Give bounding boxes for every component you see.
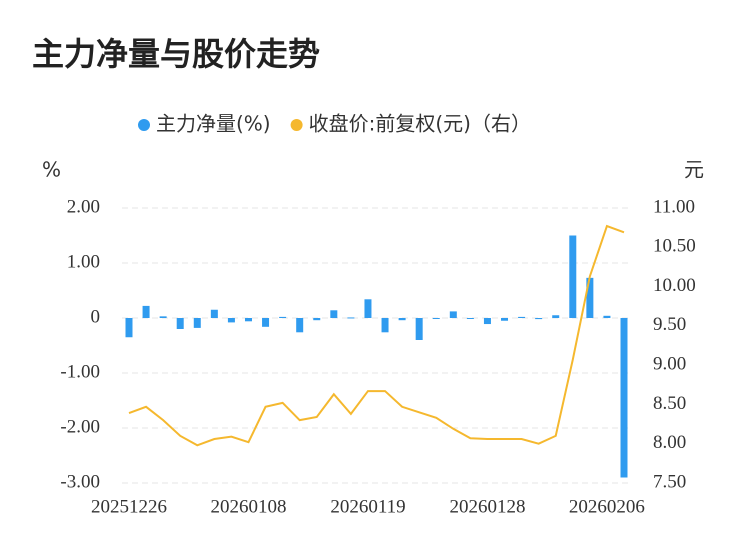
y2-axis-label: 元 xyxy=(684,158,704,182)
legend-label: 收盘价:前复权(元)（右） xyxy=(309,112,531,136)
y2-tick-label: 11.00 xyxy=(653,196,695,217)
y2-tick-label: 7.50 xyxy=(653,471,686,492)
x-tick-label: 20260108 xyxy=(210,496,286,517)
legend-marker xyxy=(138,119,150,131)
y-tick-label: -1.00 xyxy=(60,361,100,382)
bar xyxy=(244,318,252,322)
bar xyxy=(279,316,287,318)
bar xyxy=(347,317,355,319)
bar xyxy=(176,318,184,329)
y-tick-label: -2.00 xyxy=(60,416,100,437)
bar xyxy=(620,318,628,478)
y2-tick-label: 10.00 xyxy=(653,275,696,296)
x-tick-label: 20251226 xyxy=(91,496,167,517)
y-axis-label: % xyxy=(42,158,61,182)
bar xyxy=(210,309,218,318)
x-tick-label: 20260206 xyxy=(569,496,645,517)
bar xyxy=(518,316,526,318)
bar xyxy=(313,318,321,321)
legend-label: 主力净量(%) xyxy=(156,112,271,136)
bar xyxy=(466,318,474,319)
bar xyxy=(483,318,491,325)
bar xyxy=(296,318,304,333)
bar xyxy=(603,315,611,318)
legend-marker xyxy=(290,119,303,131)
bar xyxy=(159,316,167,318)
y-tick-label: 1.00 xyxy=(67,251,100,272)
y-tick-label: 0 xyxy=(91,306,101,327)
bar xyxy=(330,310,338,318)
bar xyxy=(364,299,372,318)
y2-tick-label: 8.00 xyxy=(653,432,686,453)
chart-title: 主力净量与股价走势 xyxy=(32,35,320,73)
bar xyxy=(569,235,577,318)
y2-tick-label: 10.50 xyxy=(653,236,696,257)
bar xyxy=(193,318,201,328)
bar xyxy=(415,318,423,340)
y-tick-label: 2.00 xyxy=(67,196,100,217)
bar xyxy=(552,315,560,318)
price-line xyxy=(128,224,625,447)
x-tick-label: 20260128 xyxy=(449,496,525,517)
bar xyxy=(398,318,406,321)
bar xyxy=(125,318,133,338)
y2-tick-label: 8.50 xyxy=(653,393,686,414)
bar xyxy=(432,318,440,319)
bar xyxy=(449,311,457,318)
bar xyxy=(142,305,150,318)
bar xyxy=(501,318,509,321)
bar xyxy=(586,277,594,318)
y2-tick-label: 9.50 xyxy=(653,314,686,335)
x-tick-label: 20260119 xyxy=(330,496,405,517)
bar xyxy=(227,318,235,323)
bar xyxy=(381,318,389,333)
y2-tick-label: 9.00 xyxy=(653,354,686,375)
y-tick-label: -3.00 xyxy=(60,471,100,492)
bar xyxy=(535,318,543,320)
bar xyxy=(262,318,270,327)
